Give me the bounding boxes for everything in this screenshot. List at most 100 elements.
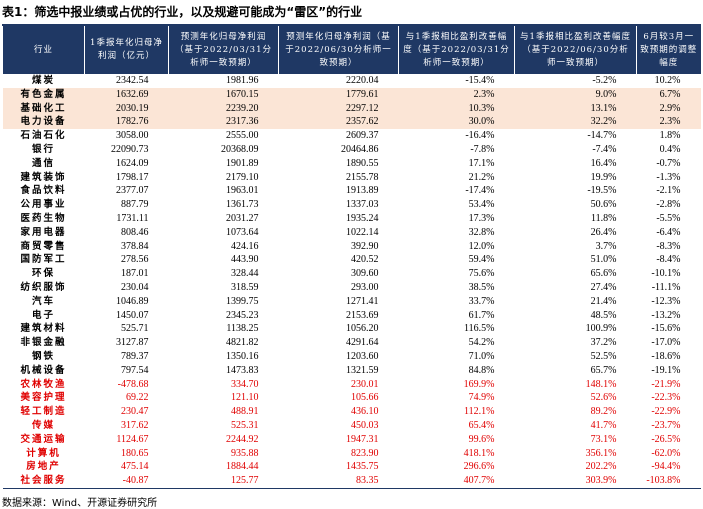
value-cell: 475.14 — [121, 461, 149, 473]
value-cell: 33.7% — [468, 295, 495, 307]
table-row: 电力设备 1782.76 2317.36 2357.62 30.0% 32.2% 2.3% — [2, 115, 701, 130]
value-cell: 1450.07 — [116, 309, 149, 321]
value-cell: 202.2% — [585, 461, 617, 473]
value-cell: 2153.69 — [346, 309, 379, 321]
value-cell: 2345.23 — [226, 309, 259, 321]
value-cell: 1890.55 — [346, 157, 379, 169]
table-row: 农林牧渔 -478.68 334.70 230.01 169.9% 148.1% -21.9… — [3, 378, 701, 392]
value-cell: 789.37 — [121, 350, 149, 362]
table-row: 家用电器 808.46 1073.64 1022.14 32.8% 26.4% -6.4% — [3, 226, 701, 240]
value-cell: -1.3% — [656, 171, 681, 183]
value-cell: 935.88 — [231, 447, 259, 459]
table-row: 煤炭 2342.54 1981.96 2220.04 -15.4% -5.2% 10.2% — [3, 74, 701, 88]
value-cell: 2342.54 — [116, 75, 149, 86]
table-row: 计算机 180.65 935.88 823.90 418.1% 356.1% -62.0% — [3, 447, 701, 461]
value-cell: -5.2% — [592, 75, 617, 86]
value-cell: 17.1% — [468, 157, 495, 169]
value-cell: -7.4% — [592, 143, 617, 155]
value-cell: 32.2% — [590, 116, 617, 128]
value-cell: 1271.41 — [346, 295, 379, 307]
value-cell: 296.6% — [463, 461, 495, 473]
value-cell: 1901.89 — [226, 157, 259, 169]
value-cell: 443.90 — [231, 254, 259, 266]
value-cell: 2031.27 — [226, 212, 259, 224]
value-cell: 0.4% — [659, 143, 681, 155]
value-cell: 525.31 — [231, 419, 259, 431]
industry-cell: 非银金融 — [20, 337, 67, 349]
table-row: 石油石化 3058.00 2555.00 2609.37 -16.4% -14.7% 1.8… — [3, 129, 701, 143]
value-cell: 84.8% — [468, 364, 495, 376]
header-cell: 与1季报相比盈利改善幅度（基于2022/03/31分析师一致预期） — [398, 25, 515, 74]
value-cell: -22.9% — [651, 406, 681, 418]
value-cell: 3127.87 — [116, 337, 149, 349]
header-cell: 6月较3月一致预期的调整幅度 — [636, 25, 701, 74]
value-cell: 4291.64 — [346, 337, 379, 349]
value-cell: 293.00 — [351, 281, 379, 293]
value-cell: -0.7% — [656, 157, 681, 169]
value-cell: 1731.11 — [116, 212, 149, 224]
industry-cell: 电子 — [31, 309, 55, 321]
value-cell: 2357.62 — [346, 116, 379, 128]
table-row: 电子 1450.07 2345.23 2153.69 61.7% 48.5% -13.2% — [3, 309, 701, 323]
industry-cell: 医药生物 — [20, 212, 67, 224]
value-cell: 1056.20 — [346, 323, 379, 335]
value-cell: 356.1% — [585, 447, 617, 459]
industry-cell: 房地产 — [26, 461, 61, 473]
value-cell: 100.9% — [585, 323, 617, 335]
value-cell: 278.56 — [121, 254, 149, 266]
table-row: 基础化工 2030.19 2239.20 2297.12 10.3% 13.1% 2.9% — [2, 101, 701, 116]
header-row: 行业 1季报年化归母净利润（亿元） 预测年化归母净利润（基于2022/03/31分析… — [2, 25, 701, 74]
industry-cell: 通信 — [31, 157, 55, 169]
industry-cell: 公用事业 — [20, 199, 67, 211]
value-cell: 10.2% — [654, 75, 681, 86]
value-cell: 334.70 — [231, 378, 259, 390]
value-cell: 17.3% — [468, 212, 495, 224]
value-cell: -8.4% — [656, 254, 681, 266]
table-row: 国防军工 278.56 443.90 420.52 59.4% 51.0% -8.4% — [3, 253, 701, 267]
value-cell: 61.7% — [468, 309, 495, 321]
value-cell: 13.1% — [590, 102, 617, 114]
value-cell: 22090.73 — [111, 143, 149, 155]
value-cell: 38.5% — [468, 281, 495, 293]
value-cell: -10.1% — [651, 268, 681, 280]
industry-cell: 石油石化 — [20, 130, 67, 142]
value-cell: 823.90 — [351, 447, 379, 459]
value-cell: 71.0% — [468, 350, 495, 362]
value-cell: 12.0% — [468, 240, 495, 252]
industry-cell: 家用电器 — [20, 226, 67, 238]
table-row: 非银金融 3127.87 4821.82 4291.64 54.2% 37.2% -17.0… — [3, 336, 701, 350]
value-cell: 1779.61 — [346, 88, 379, 100]
value-cell: 318.59 — [231, 281, 259, 293]
industry-cell: 交通运输 — [20, 433, 67, 445]
industry-cell: 纺织服饰 — [20, 281, 67, 293]
value-cell: 51.0% — [590, 254, 617, 266]
table-row: 轻工制造 230.47 488.91 436.10 112.1% 89.2% -22.9% — [3, 405, 701, 419]
table-row: 商贸零售 378.84 424.16 392.90 12.0% 3.7% -8.3% — [3, 240, 701, 254]
value-cell: -15.6% — [651, 323, 681, 335]
table-row: 食品饮料 2377.07 1963.01 1913.89 -17.4% -19.5% -2.… — [3, 184, 701, 198]
value-cell: 2239.20 — [226, 102, 259, 114]
value-cell: 116.5% — [464, 323, 495, 335]
industry-cell: 轻工制造 — [20, 406, 67, 418]
value-cell: 53.4% — [468, 199, 495, 211]
industry-cell: 煤炭 — [31, 75, 55, 86]
value-cell: -478.68 — [117, 378, 149, 390]
table-row: 房地产 475.14 1884.44 1435.75 296.6% 202.2% -94.4… — [3, 460, 701, 474]
value-cell: 328.44 — [231, 268, 259, 280]
value-cell: 27.4% — [590, 281, 617, 293]
industry-cell: 社会服务 — [20, 475, 67, 487]
table-row: 建筑材料 525.71 1138.25 1056.20 116.5% 100.9% -15.… — [3, 322, 701, 336]
value-cell: 1913.89 — [346, 185, 379, 197]
table-row: 社会服务 -40.87 125.77 83.35 407.7% 303.9% -103.8% — [3, 474, 701, 488]
value-cell: 317.62 — [121, 419, 149, 431]
value-cell: 2317.36 — [226, 116, 259, 128]
value-cell: 75.6% — [468, 268, 495, 280]
industry-cell: 钢铁 — [31, 350, 55, 362]
value-cell: 2244.92 — [226, 433, 259, 445]
value-cell: -19.5% — [587, 185, 617, 197]
value-cell: 112.1% — [464, 406, 495, 418]
value-cell: 121.10 — [231, 392, 259, 404]
value-cell: 16.4% — [590, 157, 617, 169]
value-cell: 1798.17 — [116, 171, 149, 183]
